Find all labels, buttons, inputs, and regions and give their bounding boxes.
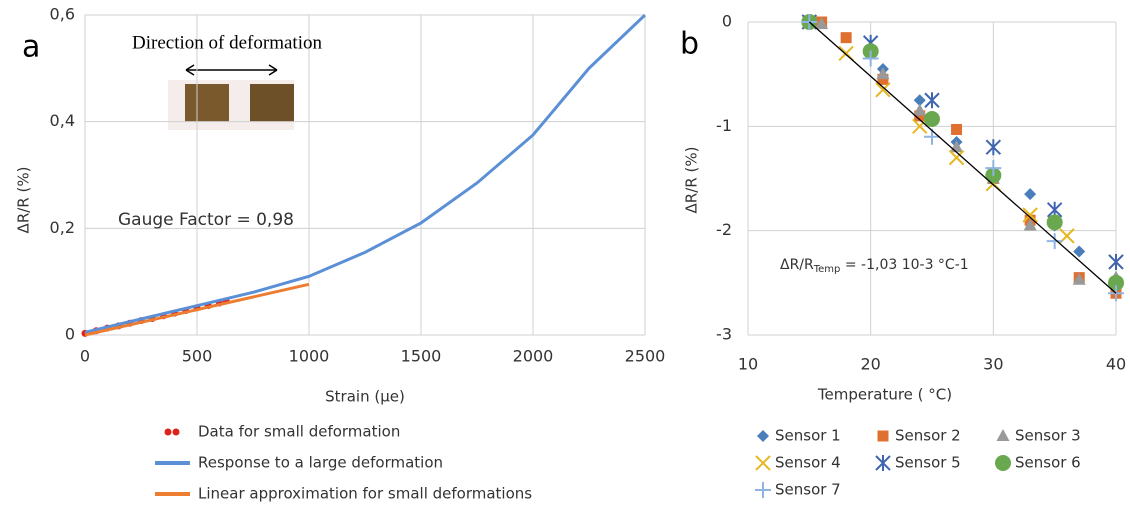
marker <box>951 123 963 135</box>
legend-marker <box>755 482 771 498</box>
annotation-sub: Temp <box>813 264 841 275</box>
marker <box>985 160 1002 177</box>
x-tick-label: 500 <box>182 347 213 366</box>
legend-marker <box>875 455 891 471</box>
annotation-main: ΔR/R <box>780 257 814 273</box>
annotation: ΔR/RTemp = -1,03 10-3 °C-1 <box>780 257 969 275</box>
marker <box>1022 207 1038 223</box>
marker <box>924 111 940 128</box>
electrode <box>250 84 294 122</box>
y-tick-label: 0 <box>65 325 75 344</box>
y-tick-label: 0,2 <box>50 218 75 237</box>
marker <box>875 82 891 98</box>
y-tick-label: -1 <box>716 116 732 135</box>
x-tick-label: 20 <box>860 355 880 374</box>
marker <box>876 67 890 80</box>
marker <box>1023 218 1037 231</box>
marker <box>815 17 829 30</box>
marker <box>924 92 940 109</box>
marker <box>913 94 926 107</box>
y-tick-label: -3 <box>716 325 732 344</box>
annotation: Gauge Factor = 0,98 <box>118 210 294 230</box>
legend-label: Sensor 2 <box>895 427 961 445</box>
electrode <box>185 84 229 122</box>
legend-marker <box>995 455 1011 471</box>
marker <box>1046 214 1063 231</box>
x-tick-label: 1500 <box>401 347 442 366</box>
marker <box>862 50 879 67</box>
legend-marker <box>757 430 769 442</box>
marker <box>1046 233 1063 250</box>
panel-label: a <box>22 30 40 65</box>
legend-marker <box>877 430 889 442</box>
panel-label: b <box>680 27 699 62</box>
legend-label: Sensor 4 <box>775 454 841 472</box>
x-tick-label: 0 <box>80 347 90 366</box>
x-axis-label: Temperature ( °C) <box>817 386 952 404</box>
x-tick-label: 2500 <box>625 347 666 366</box>
marker <box>924 128 940 145</box>
marker <box>1108 253 1124 270</box>
marker <box>948 149 965 166</box>
x-tick-label: 2000 <box>513 347 554 366</box>
marker <box>840 32 852 44</box>
legend-label: Data for small deformation <box>198 423 400 441</box>
series-line <box>84 13 647 334</box>
y-tick-label: 0,4 <box>50 111 75 130</box>
x-tick-label: 30 <box>983 355 1003 374</box>
legend-marker <box>172 428 180 436</box>
legend-label: Linear approximation for small deformati… <box>198 485 532 503</box>
marker <box>1073 245 1086 258</box>
marker <box>801 14 818 30</box>
marker <box>1024 188 1037 201</box>
legend-label: Response to a large deformation <box>198 454 443 472</box>
y-tick-label: 0,6 <box>50 5 75 24</box>
x-axis-label: Strain (µe) <box>325 388 405 406</box>
legend-label: Sensor 7 <box>775 481 841 499</box>
annotation: Direction of deformation <box>132 32 322 53</box>
marker <box>912 118 928 135</box>
x-tick-label: 40 <box>1106 355 1126 374</box>
series-line <box>84 282 310 337</box>
legend-marker <box>755 455 771 471</box>
trend-line <box>808 21 1117 294</box>
legend-label: Sensor 3 <box>1015 427 1081 445</box>
y-axis-label: ΔR/R (%) <box>683 147 701 214</box>
marker <box>1108 274 1124 291</box>
x-tick-label: 10 <box>738 355 758 374</box>
legend-label: Sensor 6 <box>1015 454 1081 472</box>
x-tick-label: 1000 <box>289 347 330 366</box>
legend-label: Sensor 1 <box>775 427 841 445</box>
y-axis-label: ΔR/R (%) <box>15 167 33 234</box>
legend-label: Sensor 5 <box>895 454 961 472</box>
y-tick-label: -2 <box>716 220 732 239</box>
legend-marker <box>996 429 1010 441</box>
arrow-heads <box>185 64 278 76</box>
y-tick-label: 0 <box>722 12 732 31</box>
marker <box>1108 285 1124 302</box>
annotation-rest: = -1,03 10-3 °C-1 <box>840 257 968 273</box>
legend-marker <box>164 428 172 436</box>
marker <box>985 139 1002 156</box>
marker <box>913 103 927 116</box>
marker <box>1072 272 1086 285</box>
